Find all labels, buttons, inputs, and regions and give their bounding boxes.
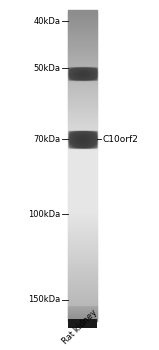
Text: C10orf2: C10orf2 bbox=[103, 134, 138, 144]
Text: 70kDa: 70kDa bbox=[33, 134, 60, 144]
Text: Rat kidney: Rat kidney bbox=[60, 307, 99, 346]
Text: 150kDa: 150kDa bbox=[28, 295, 60, 304]
Text: 100kDa: 100kDa bbox=[28, 210, 60, 219]
Text: 40kDa: 40kDa bbox=[33, 17, 60, 26]
Text: 50kDa: 50kDa bbox=[33, 64, 60, 73]
Bar bbox=[68, 319, 97, 328]
